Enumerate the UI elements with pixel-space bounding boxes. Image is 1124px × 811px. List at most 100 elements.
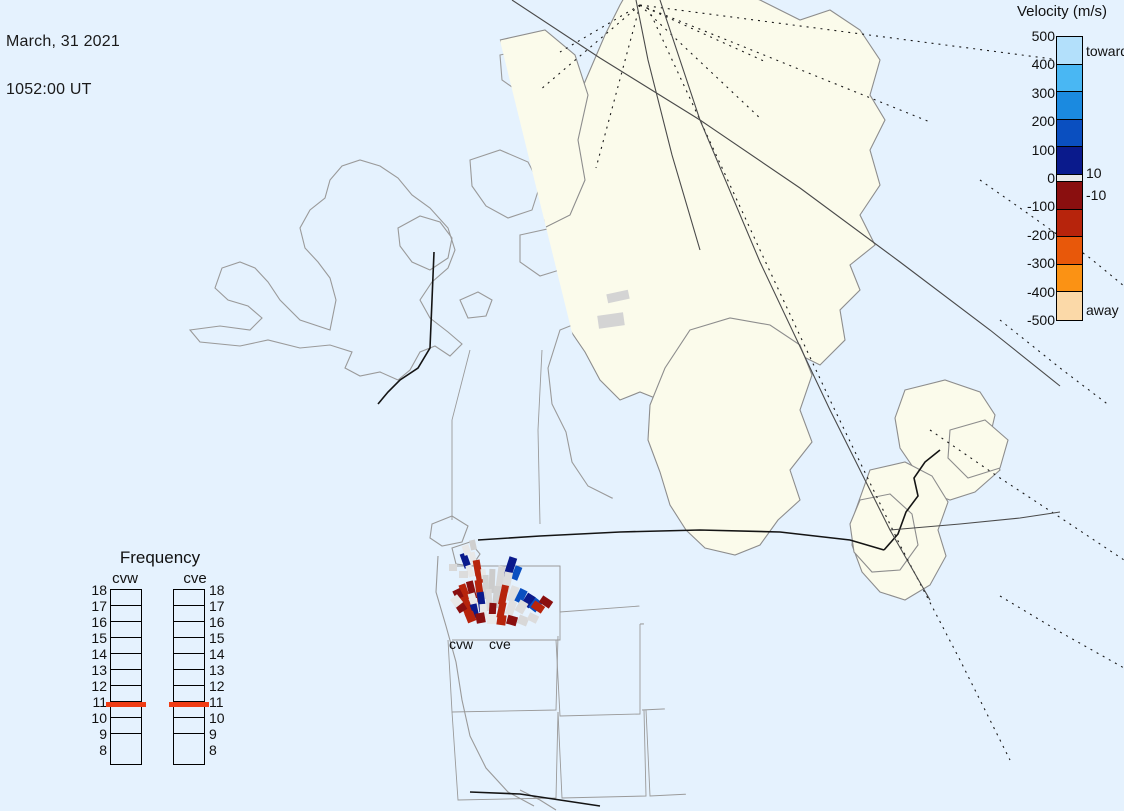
map-boundary xyxy=(511,0,1061,601)
frequency-scale-label-11: 11 xyxy=(209,694,224,710)
velocity-tick-0: 0 xyxy=(1047,170,1055,186)
velocity-tick-500: 500 xyxy=(1031,28,1055,44)
frequency-cell xyxy=(111,654,141,670)
scatter-cell xyxy=(496,614,507,626)
frequency-cell xyxy=(174,670,204,686)
velocity-band--450 xyxy=(1057,292,1082,320)
velocity-band--350 xyxy=(1057,264,1082,293)
frequency-cell xyxy=(174,702,204,718)
frequency-scale-label-9: 9 xyxy=(99,726,107,742)
frequency-scale-label-12: 12 xyxy=(91,678,107,694)
velocity-band--150 xyxy=(1057,209,1082,238)
frequency-marker-cve xyxy=(169,702,209,707)
velocity-tick--300: -300 xyxy=(1026,255,1055,272)
frequency-scale-label-18: 18 xyxy=(91,582,107,598)
velocity-band-450 xyxy=(1057,37,1082,65)
velocity-away-label: away xyxy=(1086,302,1119,318)
scatter-cell xyxy=(469,539,477,551)
frequency-scale-left: 18 17 16 15 14 13 12 11 10 9 8 xyxy=(85,583,107,759)
frequency-bar-cvw xyxy=(110,589,142,765)
frequency-scale-label-15: 15 xyxy=(91,630,107,646)
scatter-cell xyxy=(475,612,486,624)
frequency-scale-label-13: 13 xyxy=(91,662,107,678)
frequency-scale-label-8: 8 xyxy=(99,742,107,758)
frequency-column-header-cve: cve xyxy=(183,570,207,587)
velocity-band-250 xyxy=(1057,92,1082,120)
velocity-tick--400: -400 xyxy=(1026,283,1055,300)
site-label-cvw: cvw xyxy=(449,636,474,652)
velocity-tick-200: 200 xyxy=(1031,113,1055,130)
frequency-scale-label-14: 14 xyxy=(209,646,225,662)
velocity-band-150 xyxy=(1057,119,1082,148)
velocity-band-55 xyxy=(1057,147,1082,175)
frequency-scale-label-15: 15 xyxy=(209,630,225,646)
velocity-lower-threshold-label: -10 xyxy=(1086,187,1107,203)
velocity-tick--500: -500 xyxy=(1026,312,1055,328)
velocity-band--250 xyxy=(1057,237,1082,265)
frequency-cell xyxy=(174,622,204,638)
scatter-cell xyxy=(526,612,540,624)
frequency-scale-label-18: 18 xyxy=(209,582,225,598)
frequency-cell xyxy=(111,670,141,686)
timestamp-overlay: March, 31 2021 1052:00 UT xyxy=(6,2,120,130)
frequency-cell xyxy=(111,686,141,702)
velocity-tick-400: 400 xyxy=(1031,56,1055,73)
frequency-cell xyxy=(174,638,204,654)
velocity-colorbar-title: Velocity (m/s) xyxy=(1016,3,1107,20)
frequency-cell xyxy=(174,654,204,670)
scatter-cell xyxy=(597,312,625,329)
frequency-scale-label-16: 16 xyxy=(91,614,107,630)
velocity-upper-threshold-label: 10 xyxy=(1086,165,1102,181)
frequency-cell xyxy=(174,734,204,750)
frequency-scale-label-11: 11 xyxy=(92,694,107,710)
frequency-cell xyxy=(111,590,141,606)
frequency-legend-title: Frequency xyxy=(119,548,201,567)
velocity-tick-100: 100 xyxy=(1031,141,1055,158)
velocity-tick--200: -200 xyxy=(1026,226,1055,243)
frequency-cell xyxy=(174,718,204,734)
velocity-colorbar-panel: Velocity (m/s) 500 400 300 200 100 0 -100 -200 -… xyxy=(994,0,1124,340)
frequency-scale-label-17: 17 xyxy=(91,598,107,614)
frequency-scale-label-13: 13 xyxy=(209,662,225,678)
velocity-band--55 xyxy=(1057,181,1082,210)
frequency-cell xyxy=(174,590,204,606)
frequency-bar-cve xyxy=(173,589,205,765)
frequency-cell xyxy=(174,606,204,622)
velocity-band-0 xyxy=(1057,174,1082,182)
frequency-cell xyxy=(111,638,141,654)
frequency-scale-label-16: 16 xyxy=(209,614,225,630)
timestamp-time: 1052:00 UT xyxy=(6,81,92,98)
scatter-cell xyxy=(459,571,468,578)
frequency-scale-label-12: 12 xyxy=(209,678,225,694)
scatter-cell xyxy=(606,289,630,304)
velocity-colorbar xyxy=(1056,36,1083,321)
velocity-tick--100: -100 xyxy=(1026,198,1055,215)
velocity-tick-300: 300 xyxy=(1031,84,1055,101)
international-borders xyxy=(377,251,941,807)
frequency-cell xyxy=(111,622,141,638)
site-label-cve: cve xyxy=(489,636,511,652)
frequency-column-header-cvw: cvw xyxy=(112,570,138,587)
frequency-legend-panel: Frequency cvw cve 18 17 16 15 14 13 12 11 10 9 8 1… xyxy=(85,545,235,785)
frequency-cell xyxy=(111,718,141,734)
frequency-scale-label-8: 8 xyxy=(209,742,217,758)
scatter-cell xyxy=(449,564,457,571)
frequency-scale-label-17: 17 xyxy=(209,598,225,614)
frequency-scale-label-10: 10 xyxy=(91,710,107,726)
frequency-cell xyxy=(111,734,141,750)
frequency-scale-right: 18 17 16 15 14 13 12 11 10 9 8 xyxy=(209,583,231,759)
coordinate-grid xyxy=(539,4,1124,761)
frequency-cell xyxy=(111,606,141,622)
timestamp-date: March, 31 2021 xyxy=(6,33,120,50)
scatter-cell xyxy=(487,614,496,624)
velocity-band-350 xyxy=(1057,64,1082,93)
frequency-cell xyxy=(174,686,204,702)
frequency-scale-label-9: 9 xyxy=(209,726,217,742)
frequency-marker-cvw xyxy=(106,702,146,707)
frequency-scale-label-10: 10 xyxy=(209,710,225,726)
frequency-scale-label-14: 14 xyxy=(91,646,107,662)
velocity-toward-label: toward xyxy=(1086,43,1124,59)
frequency-cell xyxy=(111,702,141,718)
